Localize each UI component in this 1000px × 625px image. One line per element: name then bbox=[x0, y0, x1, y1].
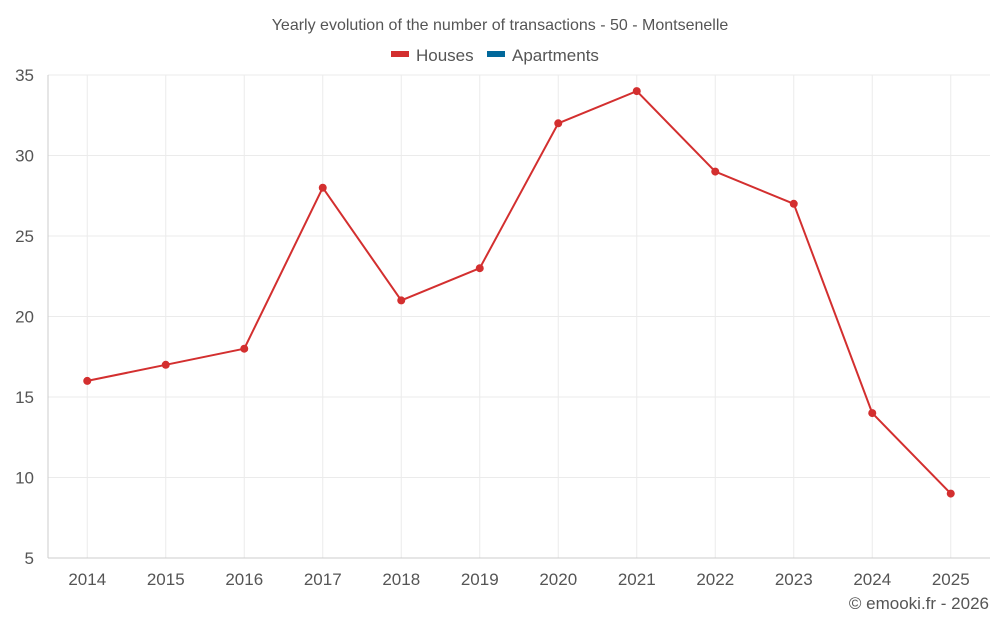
legend-swatch-apartments bbox=[487, 51, 505, 57]
data-point[interactable] bbox=[632, 87, 641, 96]
credit-text: © emooki.fr - 2026 bbox=[849, 594, 989, 613]
legend-label-apartments: Apartments bbox=[512, 46, 599, 65]
data-point[interactable] bbox=[161, 360, 170, 369]
data-point[interactable] bbox=[789, 199, 798, 208]
x-tick-label: 2022 bbox=[696, 570, 734, 589]
y-tick-label: 25 bbox=[15, 227, 34, 246]
legend-label-houses: Houses bbox=[416, 46, 474, 65]
data-point[interactable] bbox=[397, 296, 406, 305]
x-tick-label: 2014 bbox=[68, 570, 106, 589]
data-point[interactable] bbox=[868, 409, 877, 418]
data-point[interactable] bbox=[318, 183, 327, 192]
legend-item-apartments[interactable]: Apartments bbox=[487, 46, 599, 65]
grid bbox=[48, 74, 990, 559]
legend-swatch-houses bbox=[391, 51, 409, 57]
x-tick-label: 2020 bbox=[539, 570, 577, 589]
data-point[interactable] bbox=[554, 119, 563, 128]
y-tick-label: 35 bbox=[15, 66, 34, 85]
chart-title: Yearly evolution of the number of transa… bbox=[272, 17, 729, 34]
y-tick-label: 15 bbox=[15, 388, 34, 407]
data-point[interactable] bbox=[946, 489, 955, 498]
data-point[interactable] bbox=[711, 167, 720, 176]
x-tick-label: 2015 bbox=[147, 570, 185, 589]
y-tick-label: 5 bbox=[25, 549, 34, 568]
x-tick-label: 2025 bbox=[932, 570, 970, 589]
x-tick-label: 2017 bbox=[304, 570, 342, 589]
legend-item-houses[interactable]: Houses bbox=[391, 46, 474, 65]
y-tick-label: 20 bbox=[15, 308, 34, 327]
y-tick-label: 10 bbox=[15, 469, 34, 488]
x-axis: 2014 2015 2016 2017 2018 2019 2020 2021 2022 2023… bbox=[48, 557, 990, 589]
x-tick-label: 2024 bbox=[853, 570, 891, 589]
y-axis: 5 10 15 20 25 30 35 bbox=[15, 66, 49, 568]
x-tick-label: 2023 bbox=[775, 570, 813, 589]
x-tick-label: 2019 bbox=[461, 570, 499, 589]
x-tick-label: 2021 bbox=[618, 570, 656, 589]
legend: Houses Apartments bbox=[391, 46, 599, 65]
x-tick-label: 2018 bbox=[382, 570, 420, 589]
series-line-houses bbox=[87, 90, 952, 495]
data-point[interactable] bbox=[475, 264, 484, 273]
x-tick-label: 2016 bbox=[225, 570, 263, 589]
data-point[interactable] bbox=[83, 376, 92, 385]
y-tick-label: 30 bbox=[15, 147, 34, 166]
series-houses bbox=[83, 87, 955, 498]
data-point[interactable] bbox=[240, 344, 249, 353]
